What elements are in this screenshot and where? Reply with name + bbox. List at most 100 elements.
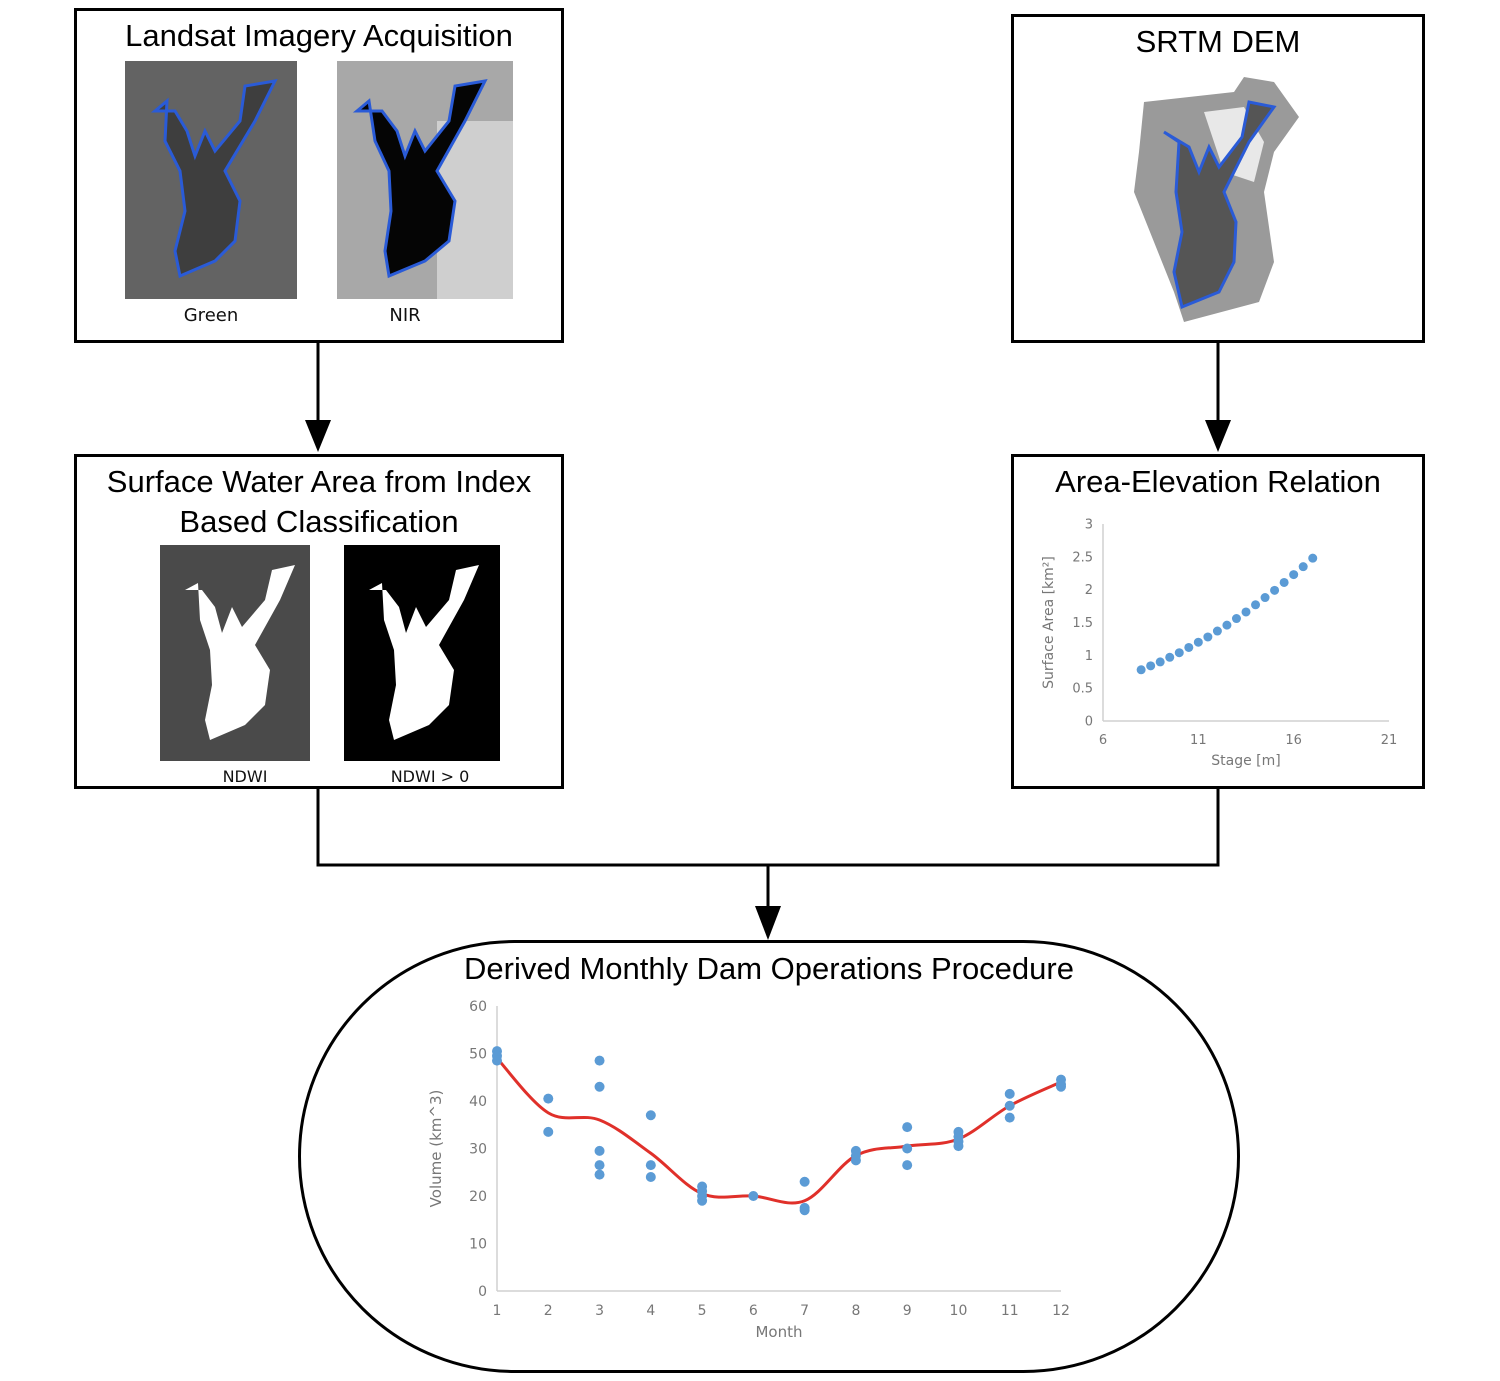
srtm-box: SRTM DEM (1011, 14, 1425, 343)
landsat-title: Landsat Imagery Acquisition (125, 18, 513, 53)
dam-ops-y-tick-label: 10 (469, 1236, 487, 1252)
dam-ops-chart: 1 2 3 4 5 6 7 8 9 10 11 120102030405060MonthVolume … (427, 999, 1070, 1341)
area-elevation-data-point (1231, 614, 1241, 624)
dam-ops-data-point (1004, 1088, 1015, 1099)
dam-ops-data-point (594, 1081, 605, 1092)
dam-ops-x-tick-label: 11 (1001, 1303, 1019, 1319)
dam-ops-data-point (850, 1155, 861, 1166)
dam-ops-data-point (748, 1191, 759, 1201)
nir-band-image (337, 61, 513, 299)
dam-ops-x-tick-label: 7 (800, 1303, 809, 1319)
dam-ops-data-point (645, 1172, 656, 1182)
ndwi-caption: NDWI (222, 767, 268, 786)
area-elevation-data-point (1308, 553, 1318, 563)
dam-ops-y-axis-label: Volume (km^3) (427, 1090, 445, 1208)
dam-ops-data-point (645, 1160, 656, 1171)
area-elevation-x-tick-label: 11 (1190, 733, 1207, 748)
dam-ops-x-tick-label: 1 (493, 1303, 502, 1319)
dam-ops-data-point (799, 1176, 810, 1187)
nir-caption: NIR (389, 305, 421, 326)
srtm-dem-image (1134, 77, 1299, 322)
dam-ops-data-point (1056, 1081, 1066, 1092)
dam-ops-data-point (902, 1160, 913, 1171)
dam-ops-data-point (645, 1110, 656, 1121)
area-elevation-data-point (1136, 665, 1146, 675)
dam-ops-data-point (543, 1093, 554, 1104)
area-elevation-x-axis-label: Stage [m] (1211, 753, 1280, 769)
area-elevation-data-point (1251, 600, 1261, 610)
area-elevation-y-tick-label: 0 (1085, 715, 1093, 730)
area-elevation-data-point (1212, 626, 1222, 636)
dam-ops-y-tick-label: 30 (469, 1141, 487, 1157)
area-elevation-data-point (1165, 652, 1175, 662)
arrow-head-1 (305, 420, 331, 452)
dam-ops-y-tick-label: 40 (469, 1094, 487, 1110)
area-elevation-data-point (1203, 632, 1213, 642)
area-elevation-data-point (1146, 661, 1156, 671)
area-elevation-x-tick-label: 16 (1285, 733, 1302, 748)
dam-ops-fit-line (495, 1057, 1062, 1205)
surface-water-title-line2: Based Classification (179, 504, 459, 539)
dam-ops-data-point (492, 1055, 502, 1066)
area-elevation-data-point (1270, 585, 1280, 595)
dam-ops-x-tick-label: 9 (903, 1303, 912, 1319)
dam-ops-y-tick-label: 50 (469, 1046, 487, 1062)
dam-ops-data-point (902, 1122, 913, 1133)
dam-ops-x-tick-label: 8 (851, 1303, 860, 1319)
area-elevation-data-point (1298, 562, 1308, 572)
surface-water-box: Surface Water Area from Index Based Clas… (74, 454, 564, 789)
dam-ops-title: Derived Monthly Dam Operations Procedure (464, 951, 1074, 986)
area-elevation-title: Area-Elevation Relation (1055, 464, 1381, 499)
area-elevation-x-tick-label: 6 (1099, 733, 1107, 748)
dam-ops-x-tick-label: 2 (544, 1303, 553, 1319)
dam-ops-data-point (594, 1160, 605, 1171)
dam-ops-data-point (1004, 1112, 1015, 1123)
dam-ops-data-point (594, 1055, 605, 1066)
merge-connector (316, 788, 1220, 867)
dam-ops-data-point (697, 1195, 708, 1206)
dam-ops-x-axis-label: Month (755, 1323, 802, 1341)
ndwi-threshold-image (344, 545, 500, 761)
srtm-title: SRTM DEM (1135, 24, 1301, 59)
dam-ops-y-tick-label: 60 (469, 999, 487, 1015)
area-elevation-chart: 6 11 16 21 0 0.5 1 1.5 2 2.5 3 Stage [m] Surface Are… (1041, 518, 1397, 769)
ndwi-image (160, 545, 310, 761)
area-elevation-y-tick-label: 1 (1085, 649, 1093, 664)
area-elevation-data-point (1289, 570, 1299, 580)
area-elevation-data-point (1260, 593, 1270, 603)
area-elevation-y-tick-label: 1.5 (1072, 616, 1093, 631)
area-elevation-data-point (1241, 607, 1251, 617)
dam-ops-x-tick-label: 10 (950, 1303, 968, 1319)
dam-ops-x-tick-label: 12 (1052, 1303, 1070, 1319)
dam-ops-data-point (543, 1126, 554, 1137)
green-caption: Green (183, 305, 239, 326)
arrow-head-3 (755, 906, 781, 940)
surface-water-title-line1: Surface Water Area from Index (106, 464, 532, 499)
area-elevation-data-point (1184, 642, 1194, 652)
ndwi-threshold-caption: NDWI > 0 (390, 767, 470, 786)
dam-ops-data-point (953, 1141, 964, 1152)
area-elevation-data-point (1155, 657, 1165, 667)
dam-ops-y-tick-label: 20 (469, 1189, 487, 1205)
dam-ops-data-point (902, 1143, 913, 1154)
arrow-head-2 (1205, 420, 1231, 452)
area-elevation-data-point (1222, 620, 1232, 630)
dam-ops-data-point (799, 1205, 810, 1216)
area-elevation-y-tick-label: 2.5 (1072, 550, 1093, 565)
area-elevation-data-point (1193, 637, 1203, 647)
area-elevation-y-tick-label: 2 (1085, 583, 1093, 598)
dam-ops-x-tick-label: 3 (595, 1303, 604, 1319)
area-elevation-y-tick-label: 0.5 (1072, 682, 1093, 697)
dam-ops-data-point (594, 1169, 605, 1180)
dam-ops-data-point (1004, 1100, 1015, 1111)
green-band-image (125, 61, 297, 299)
dam-ops-x-tick-label: 5 (698, 1303, 707, 1319)
area-elevation-y-tick-label: 3 (1085, 518, 1093, 533)
dam-ops-data-point (594, 1145, 605, 1156)
dam-ops-y-tick-label: 0 (478, 1284, 487, 1300)
area-elevation-data-point (1279, 577, 1289, 587)
area-elevation-y-axis-label: Surface Area [km²] (1041, 556, 1057, 689)
dam-ops-box: Derived Monthly Dam Operations Procedure… (298, 940, 1240, 1373)
dam-ops-x-tick-label: 6 (749, 1303, 758, 1319)
